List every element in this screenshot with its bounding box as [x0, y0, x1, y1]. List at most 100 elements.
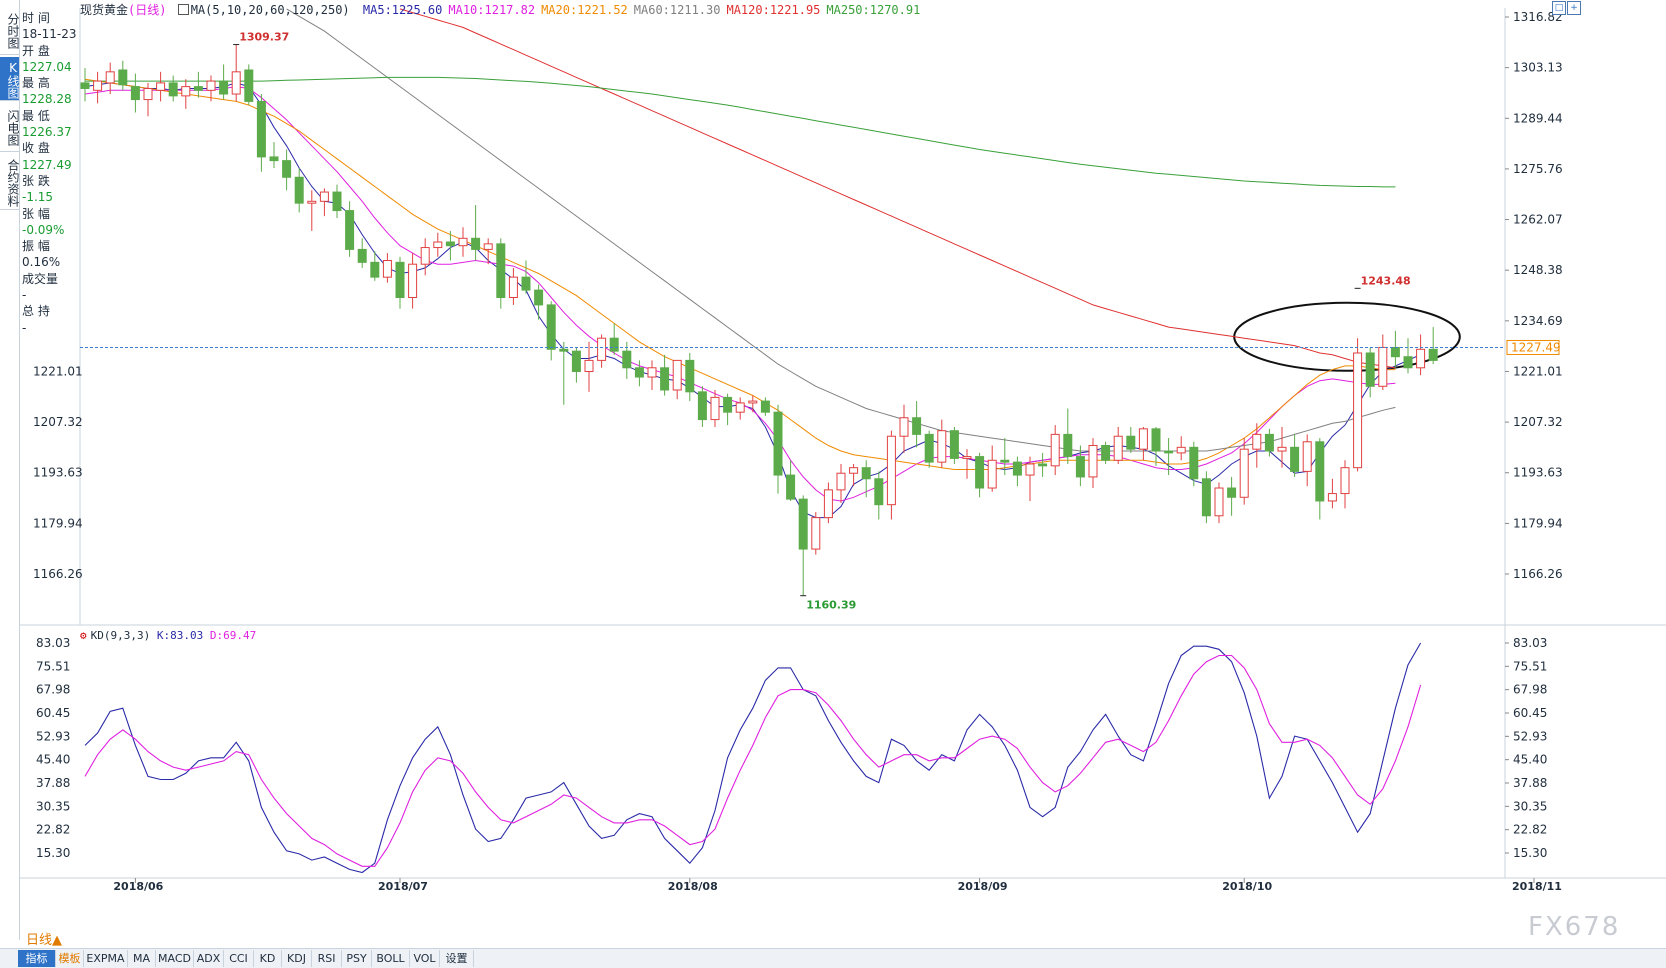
date-tick-label: 2018/11 — [1512, 880, 1562, 893]
candle-down — [949, 430, 959, 459]
candle-down — [571, 350, 581, 372]
info-label: 总 持 — [22, 304, 50, 319]
price-tick-label: 1221.01 — [1513, 364, 1563, 378]
price-tick-label: 1316.82 — [1513, 10, 1563, 24]
candle-down — [559, 348, 569, 352]
candle-down — [861, 467, 871, 480]
kd-tick-label-left: 37.88 — [36, 776, 70, 790]
price-tick-label-left: 1221.01 — [33, 364, 83, 378]
candle-up — [811, 517, 821, 550]
candle-up — [382, 260, 392, 278]
indicator-tab[interactable]: RSI — [312, 950, 342, 967]
price-tick-label: 1275.76 — [1513, 162, 1563, 176]
indicator-tab[interactable]: BOLL — [372, 950, 410, 967]
indicator-tab[interactable]: MA — [128, 950, 156, 967]
candle-down — [370, 261, 380, 278]
kd-tick-label-left: 30.35 — [36, 799, 70, 813]
kd-d-value: D:69.47 — [209, 629, 257, 642]
candle-down — [118, 69, 128, 86]
restore-icon[interactable]: □ — [1552, 1, 1566, 15]
candle-up — [1025, 463, 1035, 476]
indicator-tab[interactable]: 指标 — [18, 950, 56, 967]
indicator-tab[interactable]: 模板 — [56, 950, 84, 967]
candle-down — [1315, 441, 1325, 502]
price-tick-label-left: 1193.63 — [33, 466, 83, 480]
candle-down — [798, 498, 808, 550]
indicator-tab[interactable]: VOL — [410, 950, 440, 967]
indicator-tab[interactable]: KD — [254, 950, 282, 967]
kd-tick-label-left: 60.45 — [36, 706, 70, 720]
indicator-tab[interactable]: ADX — [194, 950, 224, 967]
candle-down — [282, 160, 292, 178]
kd-settings-icon[interactable]: ⚙ — [80, 629, 87, 642]
current-price-box — [1506, 339, 1560, 355]
candle-up — [1277, 446, 1287, 452]
date-tick-label: 2018/09 — [958, 880, 1008, 893]
kd-indicator-lines — [84, 642, 1422, 874]
info-value: -1.15 — [22, 190, 54, 205]
indicator-tab[interactable]: EXPMA — [84, 950, 128, 967]
candle-down — [1390, 346, 1400, 358]
candle-down — [1075, 456, 1085, 478]
candle-down — [622, 350, 632, 369]
info-label: 张 幅 — [22, 206, 50, 221]
candle-down — [924, 433, 934, 463]
ma-line-ma20 — [84, 78, 1396, 470]
sidebar-tab[interactable]: 合约资料 — [0, 154, 20, 210]
sidebar-tab[interactable]: 分时图 — [0, 5, 20, 55]
main-chart-grid — [19, 8, 1666, 879]
candle-down — [1403, 356, 1413, 369]
indicator-tab[interactable]: MACD — [156, 950, 194, 967]
period-button[interactable]: 日线▲ — [26, 933, 62, 948]
date-tick-label: 2018/06 — [113, 880, 163, 893]
candle-down — [1227, 487, 1237, 498]
candle-up — [987, 459, 997, 489]
left-sidebar: 分时图 K线图 闪电图 合约资料 — [0, 0, 20, 940]
candle-up — [1050, 433, 1060, 467]
date-tick-label: 2018/07 — [378, 880, 428, 893]
chart-header: 现货黄金(日线) MA(5,10,20,60,120,250) MA5:1225… — [80, 2, 920, 18]
ma-line-ma120 — [399, 8, 1396, 369]
current-price-label: 1227.49 — [1511, 340, 1561, 354]
candle-down — [269, 156, 279, 162]
kd-params: KD(9,3,3) — [90, 629, 151, 642]
candle-up — [206, 80, 216, 91]
candle-down — [395, 261, 405, 298]
candle-up — [458, 237, 468, 247]
info-label: 时 间 — [22, 11, 50, 25]
add-icon[interactable]: + — [1567, 1, 1581, 15]
indicator-tab[interactable]: PSY — [342, 950, 372, 967]
sidebar-tab[interactable]: 闪电图 — [0, 103, 20, 152]
indicator-tab[interactable]: KDJ — [282, 950, 312, 967]
kd-tick-label: 75.51 — [1513, 659, 1547, 673]
ma-line-ma60 — [286, 8, 1396, 452]
indicator-tab[interactable]: CCI — [224, 950, 254, 967]
ma-value-ma120: MA120:1221.95 — [726, 3, 821, 17]
price-tick-label-left: 1207.32 — [33, 415, 83, 429]
candle-up — [735, 402, 745, 413]
kd-tick-label: 45.40 — [1513, 753, 1547, 767]
symbol-label: 现货黄金 — [80, 3, 129, 17]
candle-up — [231, 71, 241, 95]
sidebar-tab[interactable]: K线图 — [0, 57, 20, 101]
candle-down — [357, 248, 367, 263]
candle-up — [597, 337, 607, 361]
candle-up — [483, 243, 493, 250]
candle-down — [1012, 461, 1022, 476]
kd-tick-label-left: 22.82 — [36, 823, 70, 837]
candle-down — [1101, 444, 1111, 461]
candle-up — [584, 359, 594, 372]
date-tick-label: 2018/10 — [1222, 880, 1272, 893]
info-label: 振 幅 — [22, 239, 50, 254]
candle-down — [697, 391, 707, 421]
candle-up — [1340, 467, 1350, 495]
indicator-tab[interactable]: 设置 — [440, 950, 474, 967]
price-tick-label: 1179.94 — [1513, 516, 1563, 530]
ma-value-ma20: MA20:1221.52 — [541, 3, 628, 17]
candle-up — [647, 367, 657, 378]
kd-axis: 15.30 15.30 22.82 22.82 30.35 30.35 37.88 37.88… — [36, 636, 1547, 860]
info-value: 18-11-23 — [22, 27, 77, 42]
ma-params-icon[interactable] — [177, 4, 189, 15]
price-tick-label: 1248.38 — [1513, 263, 1563, 277]
